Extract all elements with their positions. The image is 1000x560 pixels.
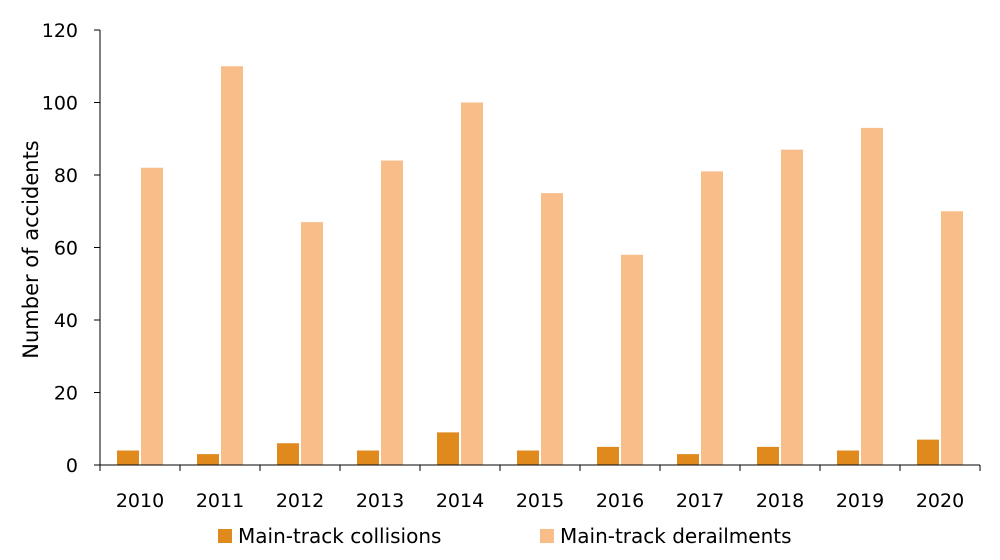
bar-derailments	[861, 127, 883, 465]
legend-label: Main-track collisions	[238, 524, 441, 548]
y-tick-label: 20	[54, 383, 78, 405]
x-tick-label: 2016	[596, 490, 644, 512]
bar-derailments	[221, 66, 243, 465]
x-tick-label: 2011	[196, 490, 244, 512]
bar-collisions	[517, 450, 539, 465]
bar-collisions	[277, 443, 299, 465]
x-tick-label: 2018	[756, 490, 804, 512]
bar-collisions	[757, 446, 779, 465]
bar-derailments	[141, 167, 163, 465]
bar-collisions	[437, 432, 459, 465]
bar-derailments	[381, 160, 403, 465]
y-axis-title: Number of accidents	[19, 140, 43, 358]
y-tick-label: 120	[42, 20, 78, 42]
x-tick-label: 2013	[356, 490, 404, 512]
bar-derailments	[621, 254, 643, 465]
bar-derailments	[781, 149, 803, 465]
x-tick-label: 2020	[916, 490, 964, 512]
legend: Main-track collisions Main-track derailme…	[218, 524, 792, 548]
bar-collisions	[597, 446, 619, 465]
x-tick-label: 2012	[276, 490, 324, 512]
bar-collisions	[357, 450, 379, 465]
bar-derailments	[461, 102, 483, 465]
x-tick-label: 2014	[436, 490, 484, 512]
legend-swatch	[218, 529, 232, 543]
bar-derailments	[701, 171, 723, 465]
bar-derailments	[541, 193, 563, 465]
bar-collisions	[837, 450, 859, 465]
legend-item-derailments: Main-track derailments	[540, 524, 792, 548]
x-axis-ticks: 2010 2011 2012 2013 2014 2015 2016 2017 2018 2019…	[99, 465, 981, 512]
legend-item-collisions: Main-track collisions	[218, 524, 441, 548]
bar-derailments	[941, 211, 963, 465]
legend-swatch	[540, 529, 554, 543]
x-tick-label: 2015	[516, 490, 564, 512]
y-tick-label: 100	[42, 93, 78, 115]
legend-label: Main-track derailments	[560, 524, 792, 548]
bar-collisions	[917, 439, 939, 465]
y-tick-label: 60	[54, 238, 78, 260]
y-tick-label: 80	[54, 165, 78, 187]
bar-derailments	[301, 222, 323, 465]
bar-collisions	[117, 450, 139, 465]
x-tick-label: 2017	[676, 490, 724, 512]
y-tick-label: 0	[66, 455, 78, 477]
x-tick-label: 2019	[836, 490, 884, 512]
bar-collisions	[197, 454, 219, 465]
y-tick-label: 40	[54, 310, 78, 332]
y-axis-ticks: 0 20 40 60 80 100 120	[42, 20, 100, 477]
bar-collisions	[677, 454, 699, 465]
bars	[117, 66, 963, 465]
x-tick-label: 2010	[116, 490, 164, 512]
